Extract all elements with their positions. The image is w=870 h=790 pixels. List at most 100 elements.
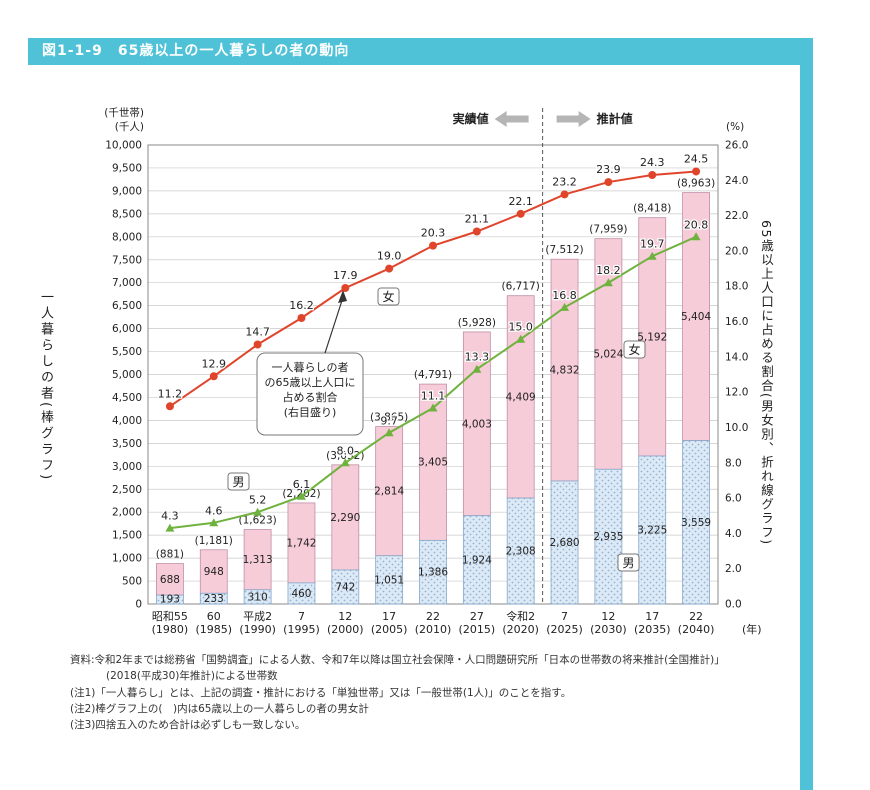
- x-tick-era: 22: [426, 610, 440, 623]
- women-rate-marker: [516, 209, 525, 218]
- x-tick-year: (2020): [502, 623, 539, 636]
- bar-men: [199, 592, 228, 605]
- men-rate-marker: [165, 523, 175, 532]
- x-tick-era: 60: [207, 610, 221, 623]
- callout-arrow-icon: [338, 290, 347, 303]
- left-tick-label: 10,000: [105, 140, 142, 152]
- men-rate-marker: [428, 403, 438, 412]
- right-tick-label: 8.0: [725, 457, 742, 469]
- men-rate-value: 16.8: [552, 289, 577, 302]
- men-rate-value: 4.3: [161, 510, 179, 523]
- bar-men: [682, 440, 710, 605]
- rect-shape: [617, 553, 640, 572]
- right-tick-label: 16.0: [725, 316, 748, 328]
- bar-men-value: 2,935: [593, 531, 623, 543]
- bar-men-value: 3,559: [681, 517, 711, 529]
- callout-box: [256, 352, 364, 436]
- bar-women: [287, 502, 316, 584]
- bar-total-label: (4,791): [414, 369, 452, 381]
- left-tick-label: 4,000: [112, 415, 142, 427]
- women-rate-marker: [604, 178, 613, 187]
- bar-women-value: 5,024: [593, 348, 623, 360]
- women-rate-marker: [209, 372, 218, 381]
- women-rate-value: 24.5: [684, 152, 709, 165]
- bar-women-value: 3,405: [418, 457, 448, 469]
- bar-men: [594, 468, 623, 605]
- bar-men-value: 1,386: [418, 567, 448, 579]
- x-tick-year: (1980): [152, 623, 189, 636]
- women-rate-marker: [253, 340, 262, 349]
- x-tick-year: (1995): [283, 623, 320, 636]
- x-tick-year: (2015): [459, 623, 496, 636]
- x-tick-year: (2025): [546, 623, 583, 636]
- bar-men-value: 233: [204, 593, 224, 605]
- figure-title-bar: 図1-1-9 65歳以上の一人暮らしの者の動向: [28, 38, 800, 65]
- x-tick-year: (2000): [327, 623, 364, 636]
- bar-total-label: (881): [156, 549, 184, 561]
- bar-total-label: (1,181): [195, 535, 233, 547]
- bars: 688 193 (881) 948 233 (1,181) 1,313 310 (1,623) 1…: [156, 178, 715, 606]
- men-rate-value: 20.8: [684, 218, 709, 231]
- bar-total-label: (5,928): [458, 317, 496, 329]
- note-1: (注1)「一人暮らし」とは、上記の調査・推計における「単独世帯」又は「一般世帯(…: [70, 686, 572, 699]
- men-rate-marker: [209, 518, 219, 527]
- bar-total-label: (1,623): [238, 515, 276, 527]
- bar-men-value: 2,680: [550, 537, 580, 549]
- bar-men: [506, 497, 535, 605]
- bar-women-value: 4,832: [550, 365, 580, 377]
- source-note-2: (2018(平成30)年推計)による世帯数: [106, 670, 278, 683]
- bar-women-value: 5,404: [681, 311, 711, 323]
- bar-men-value: 3,225: [637, 524, 667, 536]
- x-tick-era: 昭和55: [152, 610, 188, 623]
- bar-women: [243, 529, 272, 591]
- text-shape: 男: [232, 475, 244, 489]
- bar-men-value: 310: [248, 591, 268, 603]
- x-tick-year: (2030): [590, 623, 627, 636]
- left-tick-label: 500: [122, 576, 142, 588]
- left-tick-label: 6,500: [112, 300, 142, 312]
- left-tick-label: 3,000: [112, 461, 142, 473]
- x-axis-unit: (年): [742, 622, 762, 636]
- source-note: 資料:令和2年までは総務省「国勢調査」による人数、令和7年以降は国立社会保障・人…: [70, 654, 725, 666]
- note-2: (注2)棒グラフ上の( )内は65歳以上の一人暮らしの者の男女計: [70, 702, 369, 715]
- bar-men: [287, 582, 316, 605]
- bar-men: [638, 455, 667, 605]
- note-3: (注3)四捨五入のため合計は必ずしも一致しない。: [70, 719, 306, 732]
- men-rate-value: 4.6: [205, 504, 223, 517]
- right-tick-label: 10.0: [725, 422, 748, 434]
- women-rate-value: 24.3: [640, 156, 665, 169]
- left-tick-label: 5,500: [112, 346, 142, 358]
- x-tick-era: 22: [689, 610, 703, 623]
- men-rate-marker: [603, 278, 613, 287]
- callout-text: 一人暮らしの者: [272, 360, 349, 374]
- men-rate-marker: [340, 458, 350, 467]
- x-tick-year: (2035): [634, 623, 671, 636]
- women-rate-marker: [429, 241, 437, 250]
- women-rate-marker: [648, 171, 657, 180]
- right-tick-label: 12.0: [725, 387, 748, 399]
- left-axis-unit-1: (千世帯): [104, 106, 144, 119]
- bar-total-label: (6,717): [502, 281, 540, 293]
- projected-label: 推計値: [597, 111, 633, 126]
- bar-total-label: (3,865): [370, 412, 408, 424]
- women-rate-marker: [297, 314, 306, 323]
- women-rate-value: 12.9: [202, 357, 227, 370]
- left-tick-label: 2,500: [112, 484, 142, 496]
- women-rate-value: 22.1: [508, 195, 533, 208]
- callout-text: の65歳以上人口に: [265, 376, 356, 389]
- x-tick-era: 平成2: [243, 610, 272, 623]
- women-rate-value: 14.7: [245, 325, 270, 338]
- right-tick-label: 22.0: [725, 210, 748, 222]
- bar-women-value: 2,290: [330, 512, 360, 524]
- bar-women-value: 4,409: [506, 391, 536, 403]
- rect-shape: [377, 287, 400, 306]
- right-axis-unit: (%): [726, 121, 744, 133]
- left-tick-label: 7,500: [112, 254, 142, 266]
- callout-text: (右目盛り): [284, 405, 337, 419]
- bar-men-value: 2,308: [506, 546, 536, 558]
- right-tick-label: 6.0: [725, 493, 742, 505]
- left-tick-label: 6,000: [112, 323, 142, 335]
- bar-men: [243, 589, 272, 605]
- men-rate-marker: [253, 507, 263, 516]
- bar-women: [506, 295, 535, 499]
